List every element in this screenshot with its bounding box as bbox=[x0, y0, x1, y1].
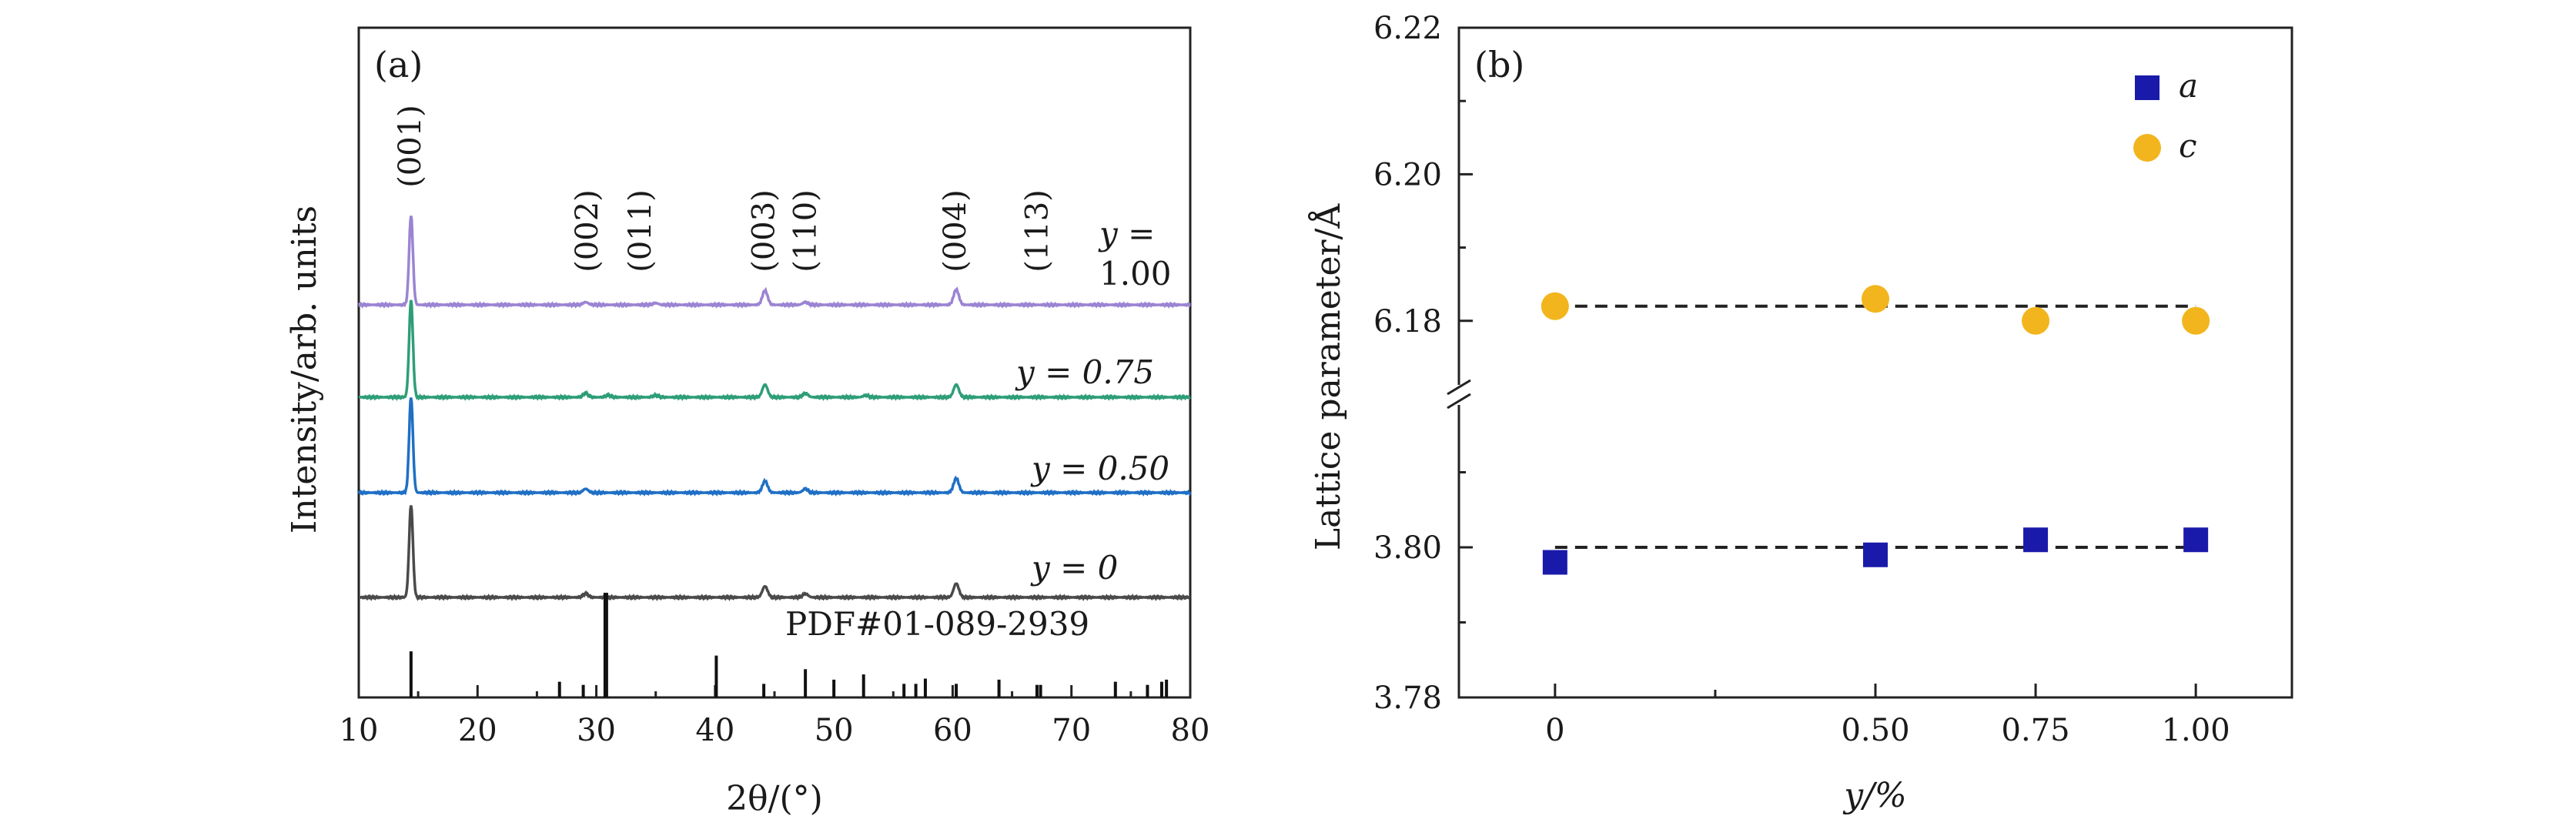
panel-b: 6.18 6.20 6.22 3.78 3.80 0 0.50 0.75 1.00 (b) a … bbox=[1307, 11, 2293, 815]
curve-label-y100-value: 1.00 bbox=[1099, 255, 1172, 293]
x-tick-label: 60 bbox=[933, 713, 972, 748]
curve-label-y0: y = 0 bbox=[1030, 549, 1118, 587]
panel-a-spectra bbox=[357, 216, 1192, 602]
marker-c bbox=[1541, 292, 1569, 320]
panel-a-x-ticks: 10 20 30 40 50 60 70 80 bbox=[340, 685, 1210, 748]
panel-a-y-axis-title: Intensity/arb. units bbox=[285, 206, 324, 533]
peak-label: (002) bbox=[570, 189, 605, 273]
y-tick-label: 3.80 bbox=[1373, 530, 1442, 566]
legend-marker-c bbox=[2133, 134, 2161, 162]
peak-label: (011) bbox=[623, 189, 658, 273]
peak-label: (113) bbox=[1020, 189, 1055, 273]
panel-b-frame bbox=[1457, 26, 2293, 699]
curve-label-y075: y = 0.75 bbox=[1015, 353, 1154, 391]
legend-marker-a bbox=[2135, 75, 2159, 100]
y-tick-label: 6.20 bbox=[1373, 157, 1442, 192]
x-tick-label: 0.75 bbox=[2002, 713, 2070, 748]
panel-b-mean-lines bbox=[1554, 304, 2196, 549]
x-tick-label: 20 bbox=[458, 713, 497, 748]
curve-label-y100-top: y = bbox=[1098, 215, 1155, 252]
marker-c bbox=[2022, 306, 2050, 335]
x-tick-label: 1.00 bbox=[2162, 713, 2230, 748]
panel-a-reference-sticks bbox=[409, 593, 1169, 697]
panel-a-label: (a) bbox=[374, 44, 423, 85]
curve-label-y050: y = 0.50 bbox=[1030, 450, 1169, 487]
peak-label: (004) bbox=[938, 189, 973, 273]
x-tick-label: 40 bbox=[695, 713, 734, 748]
panel-a-peak-labels: (001) (002) (011) (003) (110) (004) (113) bbox=[393, 105, 1055, 273]
spectrum-y0 bbox=[359, 505, 1191, 602]
y-tick-label: 3.78 bbox=[1373, 681, 1442, 716]
spectrum-y050 bbox=[357, 397, 1192, 497]
spectrum-y100 bbox=[357, 216, 1191, 309]
y-tick-label: 6.18 bbox=[1373, 304, 1442, 339]
x-tick-label: 0 bbox=[1545, 713, 1564, 748]
marker-a bbox=[2183, 527, 2209, 553]
peak-label: (003) bbox=[747, 189, 782, 273]
spectrum-y075 bbox=[358, 299, 1191, 402]
x-tick-label: 30 bbox=[577, 713, 616, 748]
legend-label-a: a bbox=[2179, 67, 2198, 105]
x-tick-label: 0.50 bbox=[1841, 713, 1909, 748]
panel-a: 10 20 30 40 50 60 70 80 (001)(002) (011) (003) (11… bbox=[285, 26, 1210, 818]
y-tick-label: 6.22 bbox=[1373, 11, 1442, 46]
panel-b-ticks: 6.18 6.20 6.22 3.78 3.80 0 0.50 0.75 1.00 bbox=[1373, 11, 2230, 748]
reference-label: PDF#01-089-2939 bbox=[785, 605, 1089, 643]
panel-a-x-axis-title: 2θ/(°) bbox=[726, 779, 823, 818]
panel-b-x-axis-title: y/% bbox=[1842, 776, 1907, 815]
panel-b-markers bbox=[1541, 285, 2210, 575]
panel-b-y-axis-title: Lattice parameter/Å bbox=[1307, 203, 1348, 551]
panel-b-label: (b) bbox=[1474, 44, 1524, 85]
peak-label: (110) bbox=[788, 189, 824, 273]
marker-a bbox=[1863, 542, 1888, 567]
marker-c bbox=[2182, 306, 2210, 335]
x-tick-label: 70 bbox=[1052, 713, 1091, 748]
x-tick-label: 50 bbox=[815, 713, 854, 748]
y-axis-break bbox=[1447, 379, 1472, 410]
legend: a c bbox=[2133, 67, 2198, 165]
x-tick-label: 80 bbox=[1171, 713, 1210, 748]
marker-a bbox=[2023, 527, 2049, 553]
legend-label-c: c bbox=[2179, 127, 2197, 165]
peak-label: (001) bbox=[393, 105, 428, 188]
marker-a bbox=[1542, 550, 1567, 575]
marker-c bbox=[1862, 285, 1889, 313]
x-tick-label: 10 bbox=[340, 713, 379, 748]
